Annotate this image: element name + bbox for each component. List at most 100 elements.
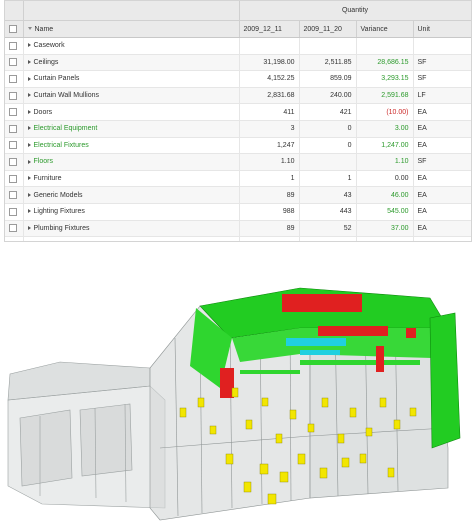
expand-arrow-icon[interactable] <box>27 176 31 181</box>
row-name-label: Doors <box>33 108 53 116</box>
header-columns-row: Name 2009_12_11 2009_11_20 Variance Unit <box>5 20 471 38</box>
table-row[interactable]: Curtain Panels 4,152.25 859.09 3,293.15 SF <box>5 70 471 88</box>
cell-variance: 1,247.00 <box>356 137 414 155</box>
expand-arrow-icon[interactable] <box>27 126 31 131</box>
header-blank <box>5 1 24 21</box>
row-name[interactable]: Curtain Panels <box>23 70 240 88</box>
cell-2009-11-20: 240.00 <box>299 87 357 105</box>
row-checkbox[interactable] <box>5 186 24 204</box>
bim-model-3d-view[interactable] <box>0 258 474 523</box>
column-variance[interactable]: Variance <box>356 20 414 38</box>
table-row[interactable]: Furniture 1 1 0.00 EA <box>5 170 471 188</box>
row-checkbox[interactable] <box>5 54 24 72</box>
cell-unit: SF <box>413 70 471 88</box>
row-checkbox[interactable] <box>5 203 24 221</box>
table-body: Casework Ceilings 31,198.00 2,511.85 28,686.… <box>5 37 471 242</box>
expand-arrow-icon[interactable] <box>27 109 31 114</box>
row-checkbox[interactable] <box>5 153 24 171</box>
cell-variance: 2,591.68 <box>356 87 414 105</box>
checkbox-icon <box>9 41 17 50</box>
checkbox-icon <box>9 25 17 33</box>
table-row[interactable]: Electrical Equipment 3 0 3.00 EA <box>5 120 471 138</box>
row-name[interactable]: Ceilings <box>23 54 240 72</box>
table-row[interactable]: Doors 411 421 (10.00) EA <box>5 103 471 121</box>
cell-unit: SF <box>413 153 471 171</box>
row-checkbox[interactable] <box>5 236 24 241</box>
cell-variance: 3,293.15 <box>356 70 414 88</box>
table-row[interactable]: Lighting Fixtures 988 443 545.00 EA <box>5 203 471 221</box>
column-unit[interactable]: Unit <box>413 20 471 38</box>
row-name[interactable]: Casework <box>23 37 240 55</box>
cell-2009-11-20 <box>299 37 357 55</box>
cell-unit: EA <box>413 186 471 204</box>
cell-2009-11-20: 443 <box>299 203 357 221</box>
row-name[interactable]: Specialty Equipment <box>23 236 240 242</box>
expand-arrow-icon[interactable] <box>27 225 31 230</box>
checkbox-icon <box>9 191 17 200</box>
name-column-header[interactable]: Name <box>23 20 240 38</box>
cell-variance: 1.10 <box>356 153 414 171</box>
row-name[interactable]: Plumbing Fixtures <box>23 220 240 238</box>
expand-arrow-icon[interactable] <box>27 192 31 197</box>
cell-2009-12-11: 1,247 <box>239 137 300 155</box>
cell-2009-12-11: 3 <box>239 120 300 138</box>
checkbox-icon <box>9 74 17 83</box>
table-row[interactable]: Generic Models 89 43 46.00 EA <box>5 186 471 204</box>
cell-2009-12-11: 70 <box>239 236 300 241</box>
expand-arrow-icon[interactable] <box>27 209 31 214</box>
expand-arrow-icon[interactable] <box>27 143 31 148</box>
row-name-label: Casework <box>33 42 65 50</box>
cell-variance: 0.00 <box>356 170 414 188</box>
cell-2009-11-20: 28 <box>299 236 357 241</box>
row-checkbox[interactable] <box>5 220 24 238</box>
row-checkbox[interactable] <box>5 103 24 121</box>
cell-variance: 545.00 <box>356 203 414 221</box>
row-name-label: Specialty Equipment <box>34 241 98 242</box>
expand-arrow-icon[interactable] <box>27 159 31 164</box>
row-name[interactable]: Curtain Wall Mullions <box>23 87 240 105</box>
row-name[interactable]: Electrical Equipment <box>23 120 240 138</box>
row-checkbox[interactable] <box>5 37 24 55</box>
column-2009-12-11[interactable]: 2009_12_11 <box>239 20 300 38</box>
table-row[interactable]: Ceilings 31,198.00 2,511.85 28,686.15 SF <box>5 54 471 72</box>
row-name[interactable]: Floors <box>23 153 240 171</box>
checkbox-icon <box>9 91 17 100</box>
row-checkbox[interactable] <box>5 170 24 188</box>
row-name-label: Electrical Equipment <box>33 125 98 133</box>
row-name[interactable]: Furniture <box>23 170 240 188</box>
table-row[interactable]: Curtain Wall Mullions 2,831.68 240.00 2,591… <box>5 87 471 105</box>
row-checkbox[interactable] <box>5 70 24 88</box>
row-name[interactable]: Lighting Fixtures <box>23 203 240 221</box>
row-checkbox[interactable] <box>5 87 24 105</box>
cell-2009-12-11 <box>239 37 300 55</box>
row-name[interactable]: Electrical Fixtures <box>23 137 240 155</box>
expand-arrow-icon[interactable] <box>27 60 31 65</box>
row-name[interactable]: Doors <box>23 103 240 121</box>
row-name-label: Ceilings <box>33 58 59 66</box>
table-row[interactable]: Electrical Fixtures 1,247 0 1,247.00 EA <box>5 137 471 155</box>
row-name-label: Lighting Fixtures <box>33 208 85 216</box>
cell-variance: 3.00 <box>356 120 414 138</box>
table-row[interactable]: Casework <box>5 37 471 55</box>
table-row[interactable]: Floors 1.10 1.10 SF <box>5 153 471 171</box>
row-checkbox[interactable] <box>5 120 24 138</box>
checkbox-icon <box>9 108 17 117</box>
expand-arrow-icon[interactable] <box>27 76 31 81</box>
cell-2009-12-11: 988 <box>239 203 300 221</box>
expand-arrow-icon[interactable] <box>27 43 31 48</box>
cell-2009-12-11: 1 <box>239 170 300 188</box>
row-name[interactable]: Generic Models <box>23 186 240 204</box>
select-all-checkbox[interactable] <box>5 20 24 38</box>
cell-2009-12-11: 89 <box>239 220 300 238</box>
cell-unit: SF <box>413 54 471 72</box>
row-checkbox[interactable] <box>5 137 24 155</box>
low-wing-shell <box>7 361 166 509</box>
expand-arrow-icon[interactable] <box>27 93 31 98</box>
column-2009-11-20[interactable]: 2009_11_20 <box>299 20 357 38</box>
mep-elements-cyan <box>286 338 346 355</box>
cell-2009-11-20: 43 <box>299 186 357 204</box>
cell-unit: EA <box>413 103 471 121</box>
cell-2009-11-20: 0 <box>299 120 357 138</box>
table-row[interactable]: Plumbing Fixtures 89 52 37.00 EA <box>5 220 471 238</box>
